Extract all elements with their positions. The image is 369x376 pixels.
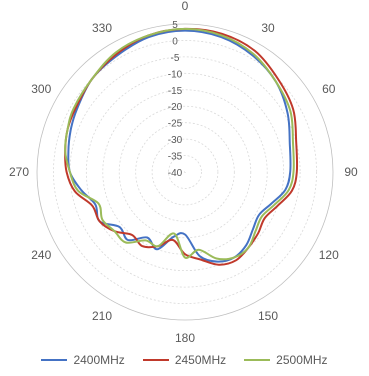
legend-item-2400: 2400MHz [41,353,125,367]
polar-grid [36,23,334,321]
angle-tick-label: 180 [175,331,195,345]
legend: 2400MHz 2450MHz 2500MHz [0,348,369,372]
angle-tick-label: 60 [322,82,336,96]
legend-label-2450: 2450MHz [174,353,227,367]
legend-swatch-2500 [244,359,271,361]
legend-item-2500: 2500MHz [244,353,328,367]
radial-tick-label: -30 [168,135,183,146]
grid-ring [69,56,301,288]
radial-tick-label: -15 [168,86,183,97]
angle-tick-labels: 0 30 60 90 120 150 180 210 240 270 300 330 [9,0,358,345]
legend-item-2450: 2450MHz [142,353,227,367]
grid-ring [168,155,202,189]
radial-tick-labels: 5 0 -5 -10 -15 -20 -25 -30 -35 -40 [168,20,183,179]
grid-ring [135,122,235,222]
series-lines [64,27,299,266]
angle-tick-label: 120 [319,248,339,262]
grid-ring [85,72,285,272]
angle-tick-label: 150 [258,309,278,323]
angle-tick-label: 240 [31,248,51,262]
angle-tick-label: 0 [182,0,189,13]
radial-tick-label: 0 [172,36,178,47]
grid-ring [118,105,252,239]
grid-ring [36,23,334,321]
radial-tick-label: -5 [171,53,180,64]
series-line-2500MHz [64,27,295,261]
legend-swatch-2450 [142,359,169,361]
angle-tick-label: 270 [9,165,29,179]
radial-tick-label: 5 [172,20,178,31]
grid-ring [53,40,317,304]
angle-tick-label: 300 [31,82,51,96]
radial-tick-label: -20 [168,102,183,113]
legend-label-2400: 2400MHz [73,353,125,367]
angle-tick-label: 330 [92,21,112,35]
radial-tick-label: -10 [168,69,183,80]
grid-ring [102,89,268,255]
grid-ring [184,171,186,173]
legend-label-2500: 2500MHz [276,353,328,367]
angle-tick-label: 90 [344,165,358,179]
radial-tick-label: -25 [168,119,183,130]
legend-swatch-2400 [41,359,68,361]
angle-tick-label: 30 [261,21,275,35]
angle-tick-label: 210 [92,309,112,323]
radial-tick-label: -35 [168,152,183,163]
radial-tick-label: -40 [168,168,183,179]
series-line-2400MHz [67,29,292,263]
grid-ring [151,138,219,206]
